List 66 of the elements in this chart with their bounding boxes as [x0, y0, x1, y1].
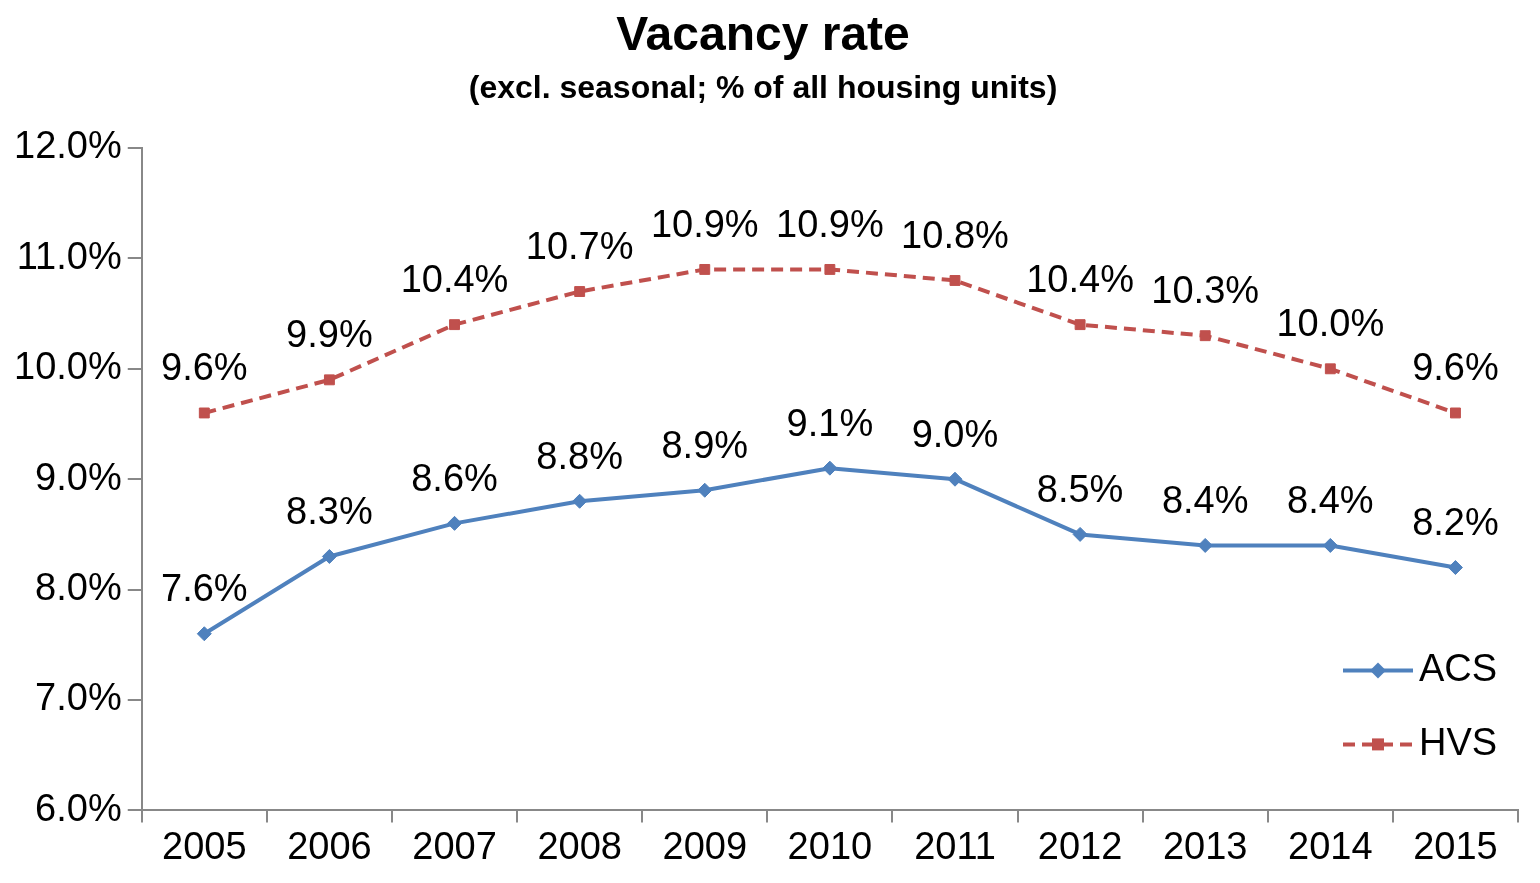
x-tick-label: 2014: [1288, 824, 1373, 867]
point: [198, 407, 210, 419]
point: [824, 263, 836, 275]
x-tick-label: 2007: [412, 824, 497, 867]
data-label: 10.8%: [901, 213, 1009, 256]
point: [1324, 363, 1336, 375]
chart-title: Vacancy rate: [616, 7, 910, 61]
point: [697, 482, 713, 498]
data-label: 9.0%: [911, 412, 999, 455]
x-tick-label: 2005: [162, 824, 247, 867]
data-label: 8.9%: [661, 423, 749, 466]
legend-label: ACS: [1419, 646, 1498, 689]
y-tick-label: 12.0%: [14, 124, 122, 167]
data-label: 9.6%: [160, 346, 248, 389]
data-label: 9.6%: [1412, 346, 1499, 389]
y-tick-label: 9.0%: [35, 455, 122, 498]
x-tick-label: 2015: [1413, 824, 1498, 867]
data-label: 10.7%: [525, 225, 634, 267]
point: [1074, 319, 1086, 331]
x-tick-label: 2009: [662, 824, 748, 867]
data-label: 7.6%: [160, 567, 248, 610]
x-tick-label: 2012: [1037, 824, 1123, 867]
point: [949, 275, 961, 286]
x-tick-label: 2006: [287, 824, 372, 867]
data-label: 10.3%: [1151, 269, 1260, 312]
data-label: 10.4%: [1026, 258, 1134, 301]
data-label: 8.4%: [1287, 478, 1374, 521]
point: [321, 548, 337, 564]
y-tick-label: 7.0%: [35, 676, 122, 719]
legend-label: HVS: [1419, 720, 1498, 763]
y-tick-label: 11.0%: [16, 234, 122, 277]
data-label: 8.4%: [1161, 478, 1249, 521]
x-tick-label: 2010: [787, 824, 873, 867]
y-tick-label: 10.0%: [14, 345, 122, 388]
data-label: 10.9%: [776, 202, 884, 245]
data-label: 8.8%: [536, 434, 623, 477]
point: [699, 263, 711, 275]
point: [947, 471, 963, 487]
y-tick-label: 6.0%: [35, 786, 122, 829]
x-tick-label: 2011: [914, 824, 996, 867]
point: [447, 515, 463, 531]
x-tick-label: 2008: [537, 824, 622, 867]
point: [1447, 560, 1463, 576]
data-label: 8.2%: [1412, 501, 1499, 543]
point: [1322, 537, 1338, 553]
point: [1449, 407, 1461, 419]
x-tick-label: 2013: [1162, 824, 1248, 867]
data-label: 10.4%: [400, 258, 509, 301]
data-label: 8.5%: [1036, 467, 1124, 510]
point: [1199, 330, 1211, 342]
y-tick-label: 8.0%: [35, 566, 122, 609]
point: [574, 286, 586, 297]
point: [572, 493, 588, 509]
point: [196, 626, 212, 642]
point: [822, 460, 838, 476]
data-label: 9.1%: [786, 401, 874, 444]
data-label: 8.6%: [411, 456, 498, 499]
data-label: 8.3%: [286, 489, 373, 532]
data-label: 10.0%: [1276, 302, 1385, 345]
point: [449, 319, 460, 331]
data-label: 10.9%: [650, 202, 759, 245]
chart-subtitle: (excl. seasonal; % of all housing units): [468, 68, 1058, 105]
point: [323, 374, 335, 386]
point: [1072, 526, 1088, 542]
data-label: 9.9%: [286, 313, 373, 356]
point: [1197, 537, 1213, 553]
